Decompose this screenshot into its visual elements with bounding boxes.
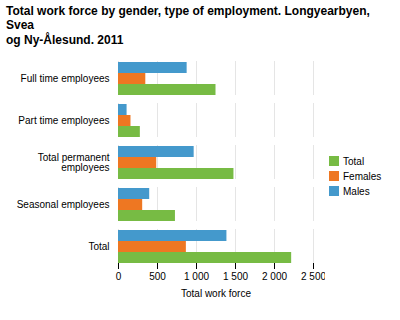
svg-text:500: 500 bbox=[149, 271, 166, 282]
svg-text:Total permanentemployees: Total permanentemployees bbox=[38, 152, 110, 173]
svg-text:Seasonal employees: Seasonal employees bbox=[17, 199, 110, 210]
svg-text:1 000: 1 000 bbox=[184, 271, 209, 282]
html-text:Total work force by gender, ty: Total work force by gender, type of empl… bbox=[6, 4, 370, 47]
svg-text:Total: Total bbox=[88, 241, 109, 252]
svg-text:2 000: 2 000 bbox=[262, 271, 287, 282]
svg-text:Full time employees: Full time employees bbox=[21, 73, 110, 84]
svg-text:1 500: 1 500 bbox=[223, 271, 248, 282]
svg-text:Total work force: Total work force bbox=[181, 288, 251, 299]
svg-text:2 500: 2 500 bbox=[301, 271, 325, 282]
html-text:Males: Males bbox=[343, 185, 370, 197]
svg-text:0: 0 bbox=[116, 271, 122, 282]
html-text:Females: Females bbox=[343, 170, 382, 182]
html-text:Total: Total bbox=[343, 155, 365, 167]
svg-text:Part time employees: Part time employees bbox=[18, 115, 109, 126]
